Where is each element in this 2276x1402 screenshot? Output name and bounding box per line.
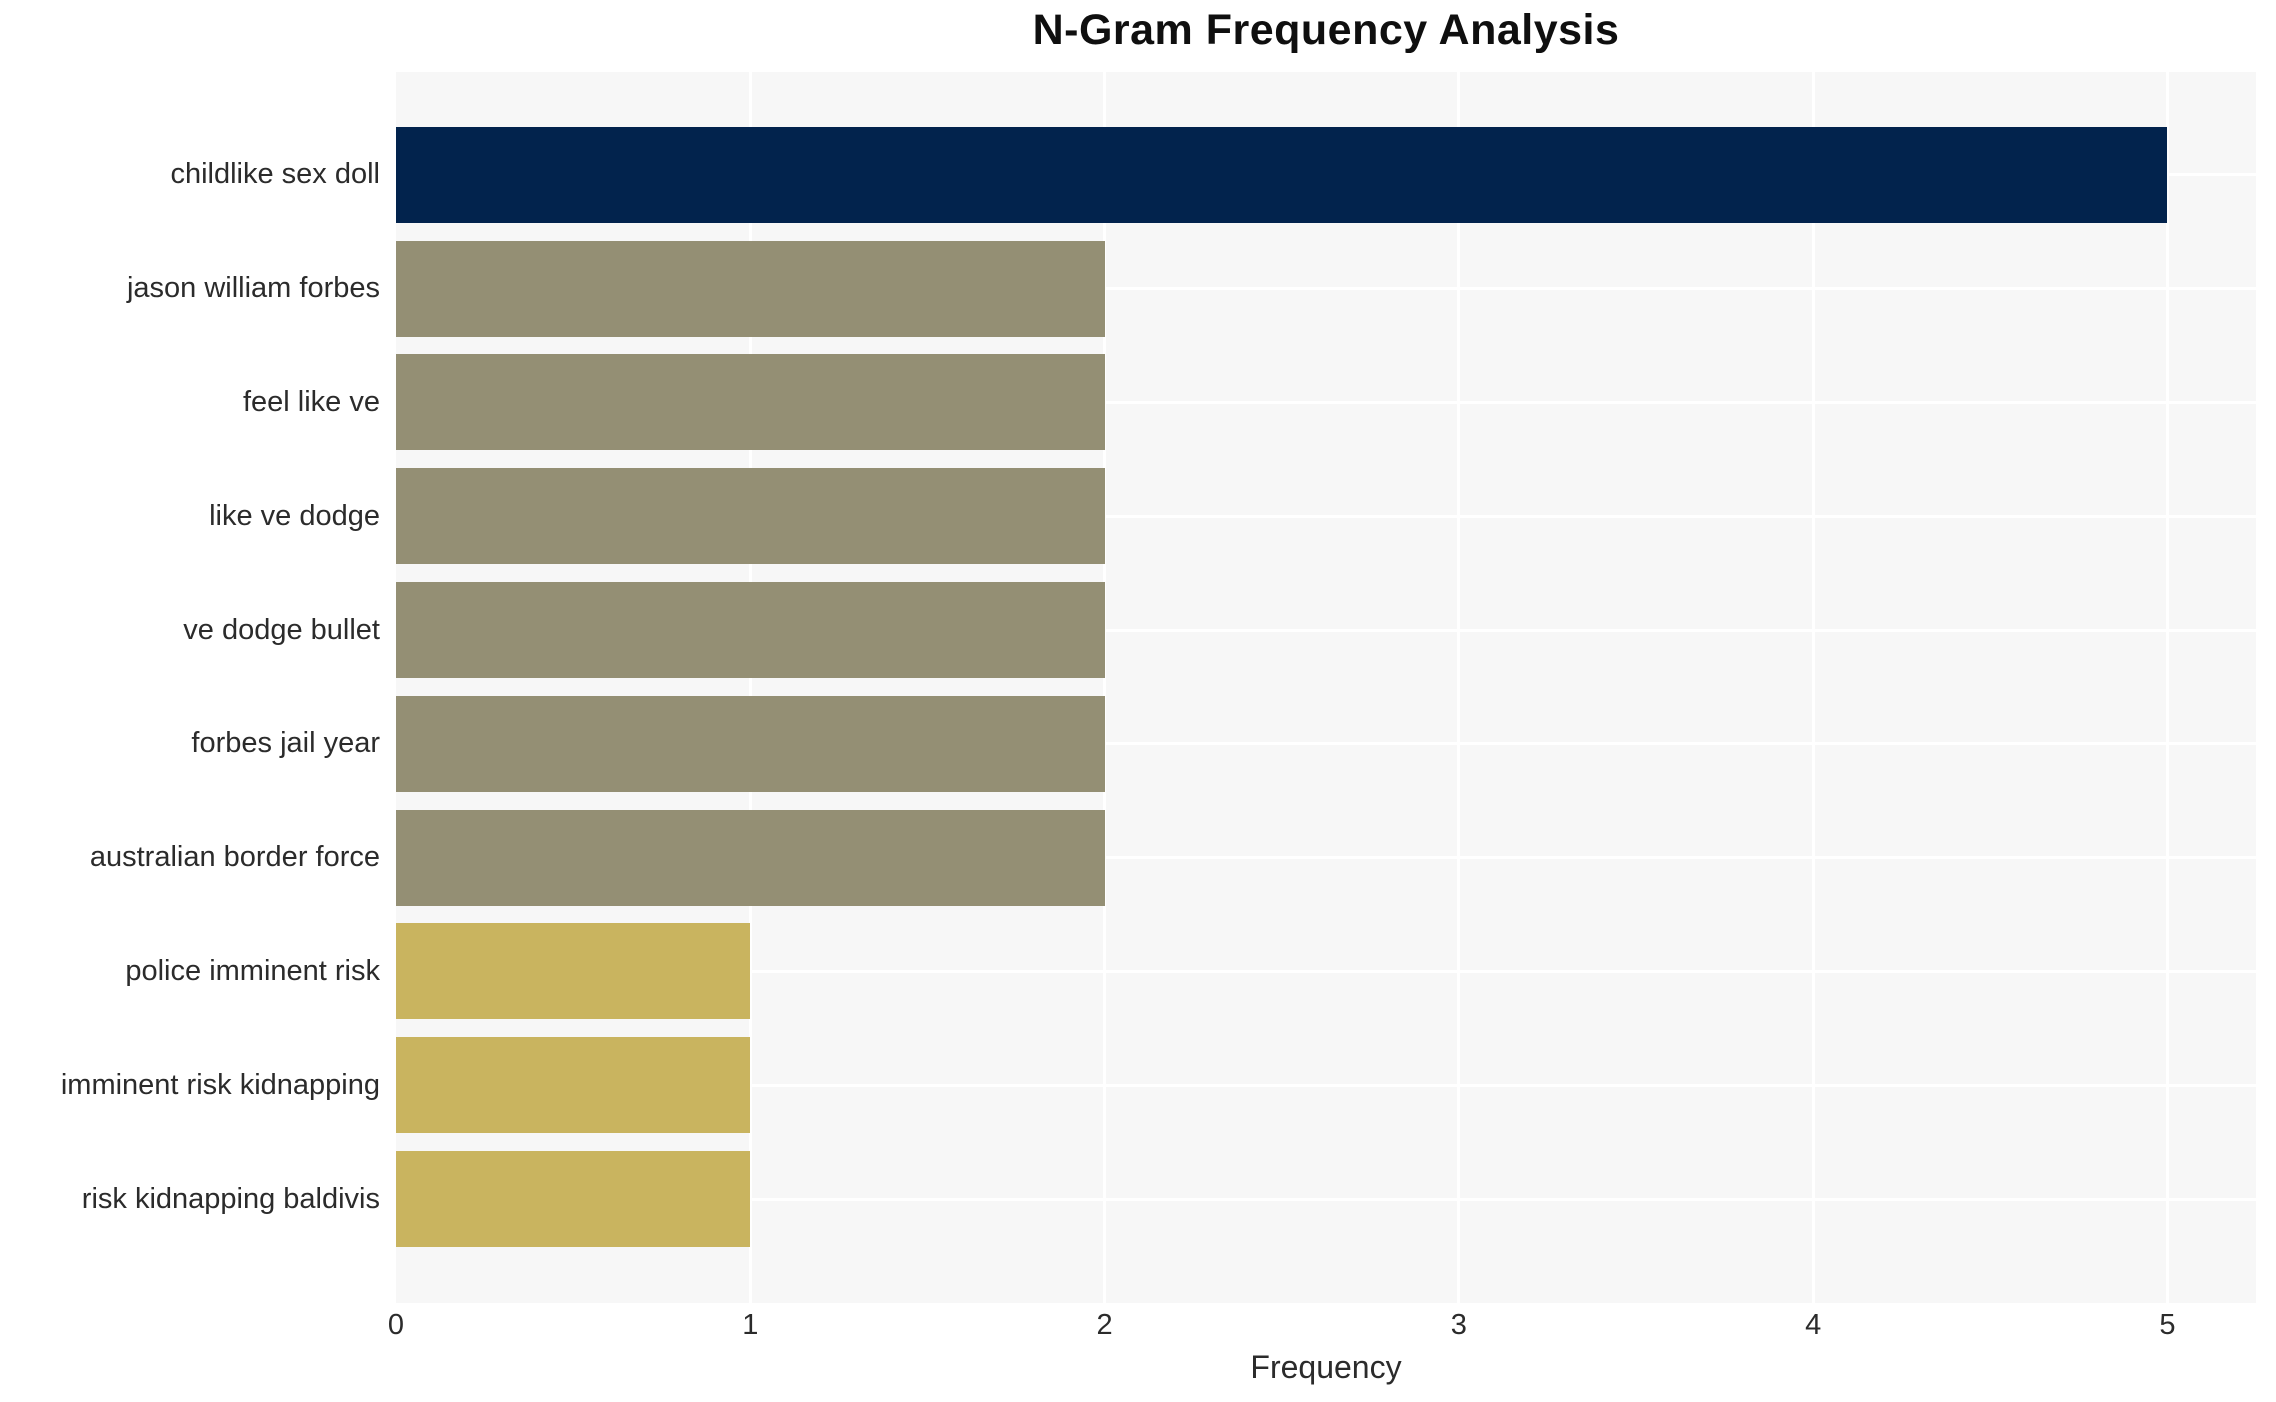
x-tick-label: 3 — [1450, 1309, 1467, 1341]
frequency-bar — [396, 126, 2168, 223]
vertical-gridline — [1103, 72, 1107, 1303]
category-label: like ve dodge — [209, 499, 380, 532]
category-label: forbes jail year — [191, 727, 380, 760]
frequency-bar — [396, 923, 751, 1020]
bar-track — [396, 573, 2256, 687]
vertical-gridline — [1811, 72, 1815, 1303]
horizontal-gridline — [396, 969, 2256, 973]
horizontal-gridline — [396, 1083, 2256, 1087]
frequency-bar — [396, 468, 1105, 565]
x-tick-label: 2 — [1096, 1309, 1113, 1341]
frequency-bar — [396, 1037, 751, 1134]
horizontal-gridline — [396, 514, 2256, 518]
frequency-bar — [396, 695, 1105, 792]
x-axis-label: Frequency — [1250, 1349, 1402, 1385]
bar-track — [396, 346, 2256, 460]
category-label: imminent risk kidnapping — [60, 1068, 380, 1101]
bar-track — [396, 118, 2256, 232]
horizontal-gridline — [396, 742, 2256, 746]
category-row: imminent risk kidnapping — [0, 1028, 2256, 1142]
x-axis-ticks: 0 1 2 3 4 5 — [388, 1309, 2256, 1349]
x-tick-label: 0 — [387, 1309, 405, 1341]
frequency-bar — [396, 240, 1105, 337]
bar-track — [396, 459, 2256, 573]
x-tick-label: 4 — [1805, 1309, 1822, 1341]
vertical-gridline — [2165, 72, 2169, 1303]
chart-title: N-Gram Frequency Analysis — [1032, 6, 1620, 54]
frequency-bar — [396, 354, 1105, 451]
category-label: feel like ve — [242, 385, 380, 418]
category-row: police imminent risk — [0, 915, 2256, 1029]
frequency-bar — [396, 1151, 751, 1248]
bar-track — [396, 1028, 2256, 1142]
horizontal-gridline — [396, 628, 2256, 632]
x-tick-label: 5 — [2159, 1309, 2176, 1341]
bar-rows-container: childlike sex doll jason william forbes fe… — [0, 118, 2256, 1256]
bar-track — [396, 1142, 2256, 1256]
horizontal-gridline — [396, 400, 2256, 404]
category-row: jason william forbes — [0, 232, 2256, 346]
bar-track — [396, 232, 2256, 346]
horizontal-gridline — [396, 287, 2256, 291]
bar-track — [396, 801, 2256, 915]
bar-track — [396, 915, 2256, 1029]
frequency-bar — [396, 582, 1105, 679]
category-label: police imminent risk — [125, 954, 380, 987]
vertical-gridline — [748, 72, 752, 1303]
category-label: jason william forbes — [126, 272, 380, 305]
category-row: australian border force — [0, 801, 2256, 915]
category-label: australian border force — [89, 841, 380, 874]
category-row: like ve dodge — [0, 459, 2256, 573]
category-label: childlike sex doll — [170, 158, 380, 191]
category-row: feel like ve — [0, 346, 2256, 460]
category-row: forbes jail year — [0, 687, 2256, 801]
bar-track — [396, 687, 2256, 801]
category-label: ve dodge bullet — [183, 613, 380, 646]
category-row: childlike sex doll — [0, 118, 2256, 232]
horizontal-gridline — [396, 1197, 2256, 1201]
category-label: risk kidnapping baldivis — [81, 1182, 380, 1215]
category-row: risk kidnapping baldivis — [0, 1142, 2256, 1256]
vertical-gridline — [1457, 72, 1461, 1303]
category-row: ve dodge bullet — [0, 573, 2256, 687]
x-tick-label: 1 — [742, 1309, 759, 1341]
horizontal-gridline — [396, 856, 2256, 860]
frequency-bar — [396, 809, 1105, 906]
